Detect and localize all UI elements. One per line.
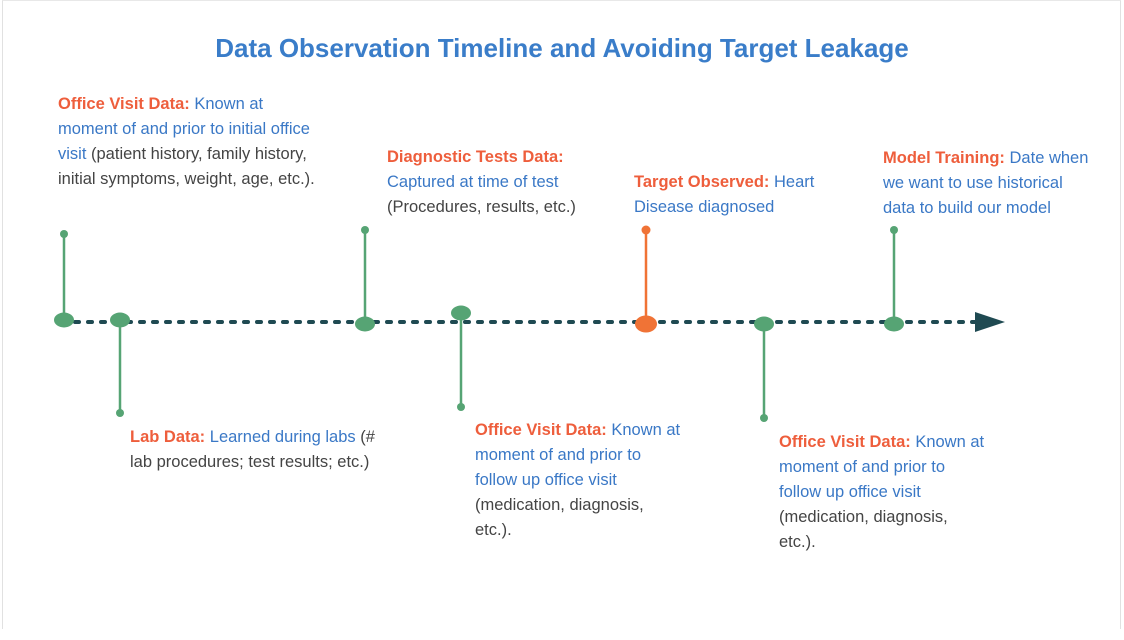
text-line: follow up office visit (779, 483, 921, 501)
label-target-observed: Target Observed: Heart Disease diagnosed (634, 170, 814, 220)
heading-office-visit-followup-2: Office Visit Data: (779, 433, 911, 451)
node-office-visit-initial (54, 312, 74, 328)
text-line: Heart (774, 173, 815, 191)
node-lab-data (110, 312, 130, 328)
text-line: we want to use historical (883, 174, 1063, 192)
heading-office-visit-initial: Office Visit Data: (58, 95, 190, 113)
text-line: (medication, diagnosis, (475, 496, 644, 514)
text-line: etc.). (779, 533, 816, 551)
node-office-visit-followup-2 (754, 316, 774, 332)
text-line: initial symptoms, weight, age, etc.). (58, 170, 315, 188)
stem-end-dot-office-visit-followup-1 (457, 403, 465, 411)
node-model-training (884, 316, 904, 332)
label-office-visit-followup-1: Office Visit Data: Known at moment of an… (475, 418, 680, 543)
text-line: Known at (611, 421, 681, 439)
text-line: (Procedures, results, etc.) (387, 198, 576, 216)
stem-end-dot-diagnostic-tests (361, 226, 369, 234)
text-line: lab procedures; test results; etc.) (130, 453, 370, 471)
text-line: (# (355, 428, 375, 446)
text-line: data to build our model (883, 199, 1051, 217)
text-line: moment of and prior to (475, 446, 641, 464)
text-line: Known at (194, 95, 264, 113)
stem-end-dot-target-observed (641, 225, 651, 235)
text-line: Known at (915, 433, 985, 451)
stem-end-dot-lab-data (116, 409, 124, 417)
stem-end-dot-office-visit-initial (60, 230, 68, 238)
text-line: etc.). (475, 521, 512, 539)
node-office-visit-followup-1 (451, 305, 471, 321)
label-office-visit-initial: Office Visit Data: Known at moment of an… (58, 92, 315, 192)
text-line: Disease diagnosed (634, 198, 775, 216)
diagram-title: Data Observation Timeline and Avoiding T… (215, 33, 909, 63)
text-line: moment of and prior to (779, 458, 945, 476)
node-target-observed (635, 315, 657, 333)
heading-diagnostic-tests: Diagnostic Tests Data: (387, 148, 564, 166)
heading-office-visit-followup-1: Office Visit Data: (475, 421, 607, 439)
text-line: (patient history, family history, (86, 145, 307, 163)
stem-end-dot-model-training (890, 226, 898, 234)
text-line: follow up office visit (475, 471, 617, 489)
diagram-frame (2, 0, 1121, 629)
timeline-arrowhead (975, 312, 1005, 332)
label-diagnostic-tests: Diagnostic Tests Data: Captured at time … (387, 145, 576, 220)
text-line: (medication, diagnosis, (779, 508, 948, 526)
label-lab-data: Lab Data: Learned during labs (# lab pro… (130, 425, 375, 475)
heading-lab-data: Lab Data: (130, 428, 206, 446)
heading-model-training: Model Training: (883, 149, 1005, 167)
text-line: moment of and prior to initial office (58, 120, 310, 138)
label-office-visit-followup-2: Office Visit Data: Known at moment of an… (779, 430, 984, 555)
node-diagnostic-tests (355, 316, 375, 332)
text-line: Captured at time of test (387, 173, 559, 191)
label-model-training: Model Training: Date when we want to use… (883, 146, 1088, 221)
heading-target-observed: Target Observed: (634, 173, 770, 191)
text-line: visit (58, 145, 87, 163)
stem-end-dot-office-visit-followup-2 (760, 414, 768, 422)
text-line: Learned during labs (209, 428, 356, 446)
text-line: Date when (1009, 149, 1089, 167)
